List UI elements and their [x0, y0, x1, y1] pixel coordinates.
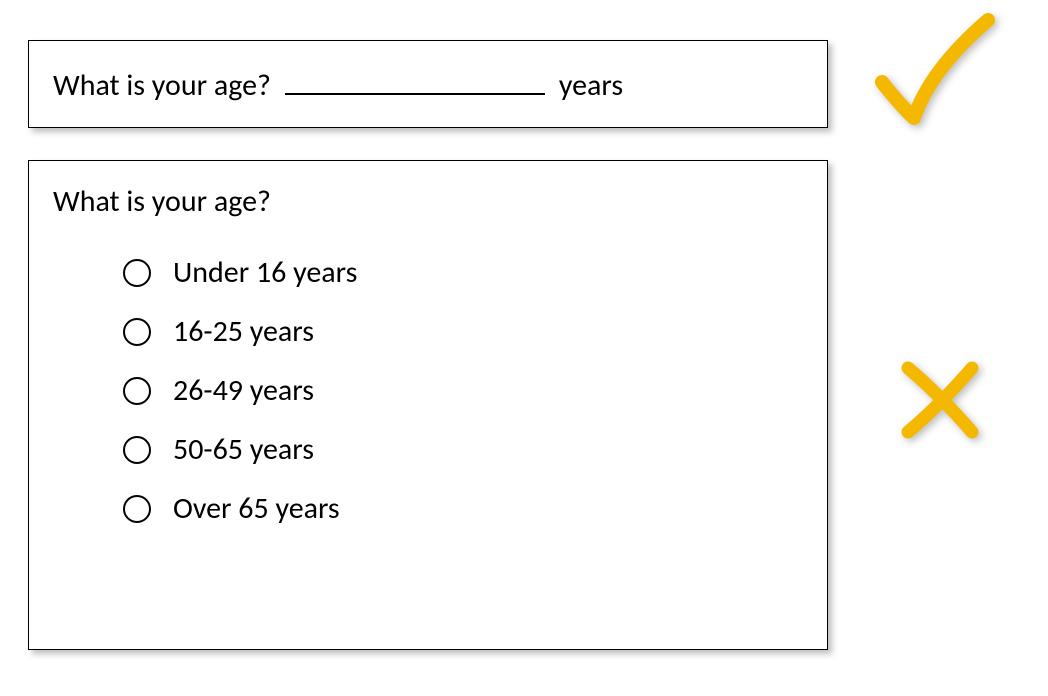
radio-icon[interactable] — [123, 436, 151, 464]
radio-icon[interactable] — [123, 259, 151, 287]
option-label: 26-49 years — [173, 372, 314, 409]
age-radio-question: What is your age? — [53, 183, 803, 220]
radio-icon[interactable] — [123, 377, 151, 405]
check-icon — [870, 10, 1000, 130]
option-label: Over 65 years — [173, 490, 340, 527]
option-16-25[interactable]: 16-25 years — [123, 313, 803, 350]
option-over-65[interactable]: Over 65 years — [123, 490, 803, 527]
question-prefix: What is your age? — [53, 67, 271, 104]
question-unit: years — [559, 67, 623, 104]
option-label: Under 16 years — [173, 254, 357, 291]
option-label: 50-65 years — [173, 431, 314, 468]
option-50-65[interactable]: 50-65 years — [123, 431, 803, 468]
good-example-card: What is your age? years — [28, 40, 828, 128]
cross-icon — [890, 350, 990, 450]
option-under-16[interactable]: Under 16 years — [123, 254, 803, 291]
age-options-list: Under 16 years 16-25 years 26-49 years 5… — [53, 254, 803, 527]
age-freeform-question: What is your age? years — [53, 63, 803, 104]
option-label: 16-25 years — [173, 313, 314, 350]
radio-icon[interactable] — [123, 495, 151, 523]
bad-example-card: What is your age? Under 16 years 16-25 y… — [28, 160, 828, 650]
age-blank-line[interactable] — [285, 63, 545, 95]
option-26-49[interactable]: 26-49 years — [123, 372, 803, 409]
radio-icon[interactable] — [123, 318, 151, 346]
